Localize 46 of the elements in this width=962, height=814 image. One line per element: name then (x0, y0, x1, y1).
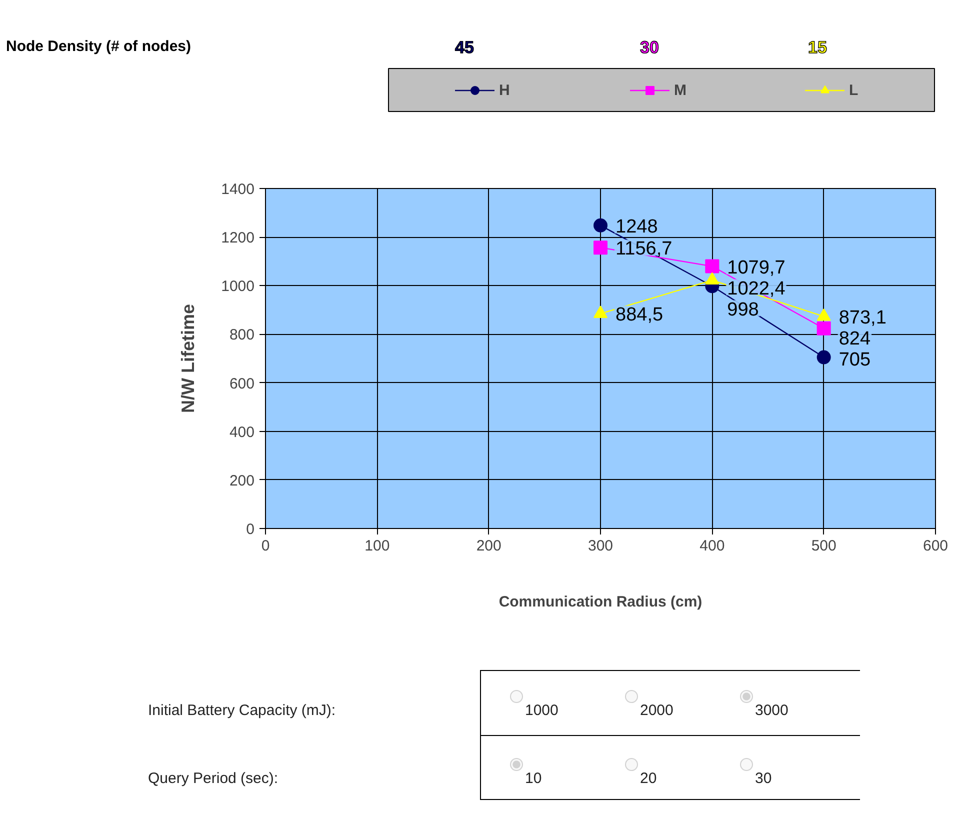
text: 15 (808, 37, 827, 59)
x-tick-label: 100 (364, 538, 390, 554)
y-tick-label: 600 (229, 375, 255, 392)
x-tick-label: 400 (700, 538, 725, 554)
text: Query Period (sec): (148, 769, 278, 789)
text: 10 (525, 770, 542, 787)
x-tick-label: 600 (922, 538, 948, 554)
x-tick-label: 500 (811, 538, 836, 554)
x-axis-title: Communication Radius (cm) (498, 594, 702, 610)
y-tick-label: 400 (229, 424, 255, 441)
y-axis-title: N/W Lifetime (178, 304, 198, 413)
y-tick-label: 1200 (221, 230, 255, 247)
text: Initial Battery Capacity (mJ): (148, 701, 336, 721)
data-label: 884,5 (616, 304, 664, 326)
text: 45 (455, 37, 474, 59)
text: 20 (640, 770, 657, 787)
x-tick-label: 200 (476, 538, 502, 554)
y-tick-label: 1400 (221, 181, 255, 198)
x-tick-label: 0 (261, 538, 270, 554)
text: 30 (640, 37, 659, 59)
text: 2000 (640, 702, 674, 719)
point (705, 259, 720, 274)
y-tick-label: 0 (246, 521, 254, 538)
data-label: 1156,7 (616, 238, 672, 260)
legend-label: M (674, 82, 688, 98)
point (594, 240, 608, 255)
legend-label: L (849, 82, 860, 98)
legend-title: Node Density (# of nodes) (6, 37, 192, 57)
data-label: 705 (838, 349, 871, 370)
data-label: 824 (838, 328, 871, 350)
data-label: 998 (727, 299, 759, 320)
x-tick-label: 300 (588, 538, 614, 554)
point (816, 350, 831, 364)
y-tick-label: 1000 (221, 278, 255, 296)
y-tick-label: 800 (229, 326, 255, 344)
text: 1000 (525, 702, 558, 719)
text: 30 (755, 770, 772, 787)
point (594, 218, 608, 232)
text: 3000 (755, 702, 788, 719)
y-tick-label: 200 (229, 472, 255, 490)
legend-label: H (499, 82, 511, 98)
data-label: 1079,7 (727, 257, 786, 278)
data-label: 1022,4 (727, 278, 786, 300)
point (816, 321, 831, 336)
data-label: 1248 (616, 216, 658, 238)
data-label: 873,1 (838, 307, 886, 328)
